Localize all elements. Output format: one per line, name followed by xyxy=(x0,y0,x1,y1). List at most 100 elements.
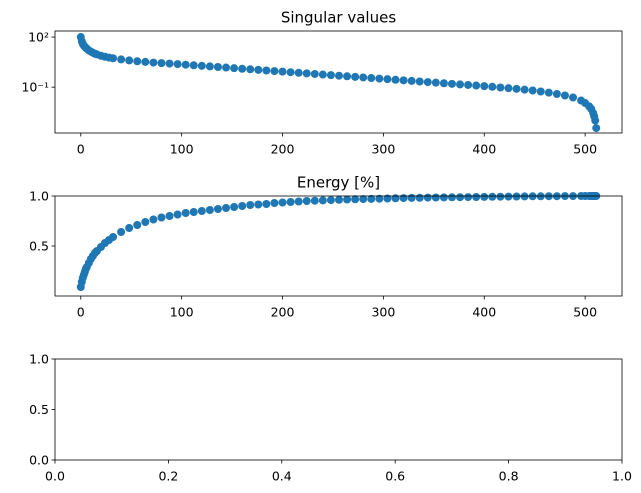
x-tick-label: 500 xyxy=(573,142,597,157)
point xyxy=(447,79,456,88)
point xyxy=(254,65,263,74)
point xyxy=(351,195,360,204)
x-tick-label: 400 xyxy=(472,305,496,320)
point xyxy=(238,64,247,73)
point xyxy=(294,197,303,206)
point xyxy=(351,72,360,81)
point xyxy=(230,203,239,211)
x-tick-label: 300 xyxy=(371,142,395,157)
point xyxy=(383,194,392,203)
point xyxy=(504,192,513,201)
y-tick-label: 10² xyxy=(28,30,49,45)
point xyxy=(326,71,335,80)
point xyxy=(456,193,465,202)
point xyxy=(157,59,166,68)
x-tick-label: 200 xyxy=(271,142,295,157)
x-tick-label: 100 xyxy=(170,305,194,320)
point xyxy=(213,62,222,71)
point xyxy=(310,196,319,205)
point xyxy=(302,197,311,205)
point xyxy=(399,76,408,85)
x-tick-label: 100 xyxy=(170,142,194,157)
axes-frame xyxy=(54,195,623,297)
point xyxy=(109,233,118,241)
point xyxy=(278,67,287,76)
chart-title: Energy [%] xyxy=(297,174,380,192)
point xyxy=(173,60,182,69)
point xyxy=(407,76,416,85)
point xyxy=(407,193,416,202)
point xyxy=(447,193,456,202)
point xyxy=(149,215,158,224)
point xyxy=(222,204,231,212)
x-tick-label: 200 xyxy=(271,305,295,320)
chart-title: Singular values xyxy=(281,9,396,27)
point xyxy=(399,194,408,203)
point xyxy=(222,63,231,72)
point xyxy=(246,201,255,209)
x-tick-label: 0 xyxy=(77,305,85,320)
point xyxy=(117,228,126,236)
point xyxy=(246,65,255,74)
point xyxy=(286,68,295,77)
point xyxy=(133,221,142,229)
point xyxy=(310,69,319,78)
x-tick-label: 0.2 xyxy=(158,469,178,484)
point xyxy=(205,206,214,214)
point xyxy=(262,66,271,75)
point xyxy=(456,80,465,89)
point xyxy=(383,75,392,84)
y-tick-label: 1.0 xyxy=(29,352,49,367)
point xyxy=(197,207,206,215)
point xyxy=(133,57,142,66)
point xyxy=(480,82,489,91)
point xyxy=(431,78,440,87)
point xyxy=(141,218,150,226)
point xyxy=(181,60,190,69)
point xyxy=(238,202,247,210)
point xyxy=(552,90,561,99)
point xyxy=(359,195,368,204)
point xyxy=(423,193,432,202)
point xyxy=(472,193,481,201)
point xyxy=(488,192,497,201)
point xyxy=(286,198,295,206)
point xyxy=(480,192,489,201)
point xyxy=(165,212,174,220)
point xyxy=(375,74,384,83)
point xyxy=(254,200,263,209)
point xyxy=(157,213,166,222)
x-tick-label: 0.8 xyxy=(499,469,519,484)
point xyxy=(569,93,578,102)
point xyxy=(496,83,505,92)
point xyxy=(302,69,311,78)
point xyxy=(270,199,279,207)
x-tick-label: 300 xyxy=(371,305,395,320)
x-tick-label: 0.4 xyxy=(272,469,292,484)
point xyxy=(262,200,271,208)
y-tick-label: 1.0 xyxy=(29,189,49,204)
point xyxy=(165,59,174,68)
point xyxy=(496,192,505,201)
point xyxy=(205,62,214,71)
x-tick-label: 0.0 xyxy=(45,469,65,484)
point xyxy=(149,58,158,67)
point xyxy=(270,67,279,76)
point xyxy=(318,70,327,79)
point xyxy=(318,196,327,205)
point xyxy=(464,80,473,89)
point xyxy=(544,88,553,97)
x-tick-label: 0.6 xyxy=(385,469,405,484)
x-tick-label: 400 xyxy=(472,142,496,157)
point xyxy=(488,82,497,91)
point xyxy=(464,193,473,202)
point xyxy=(528,86,537,95)
point xyxy=(592,124,601,133)
point xyxy=(125,224,134,232)
point xyxy=(439,193,448,202)
point xyxy=(504,84,513,93)
point xyxy=(415,77,424,86)
point xyxy=(125,56,134,65)
point xyxy=(520,85,529,94)
